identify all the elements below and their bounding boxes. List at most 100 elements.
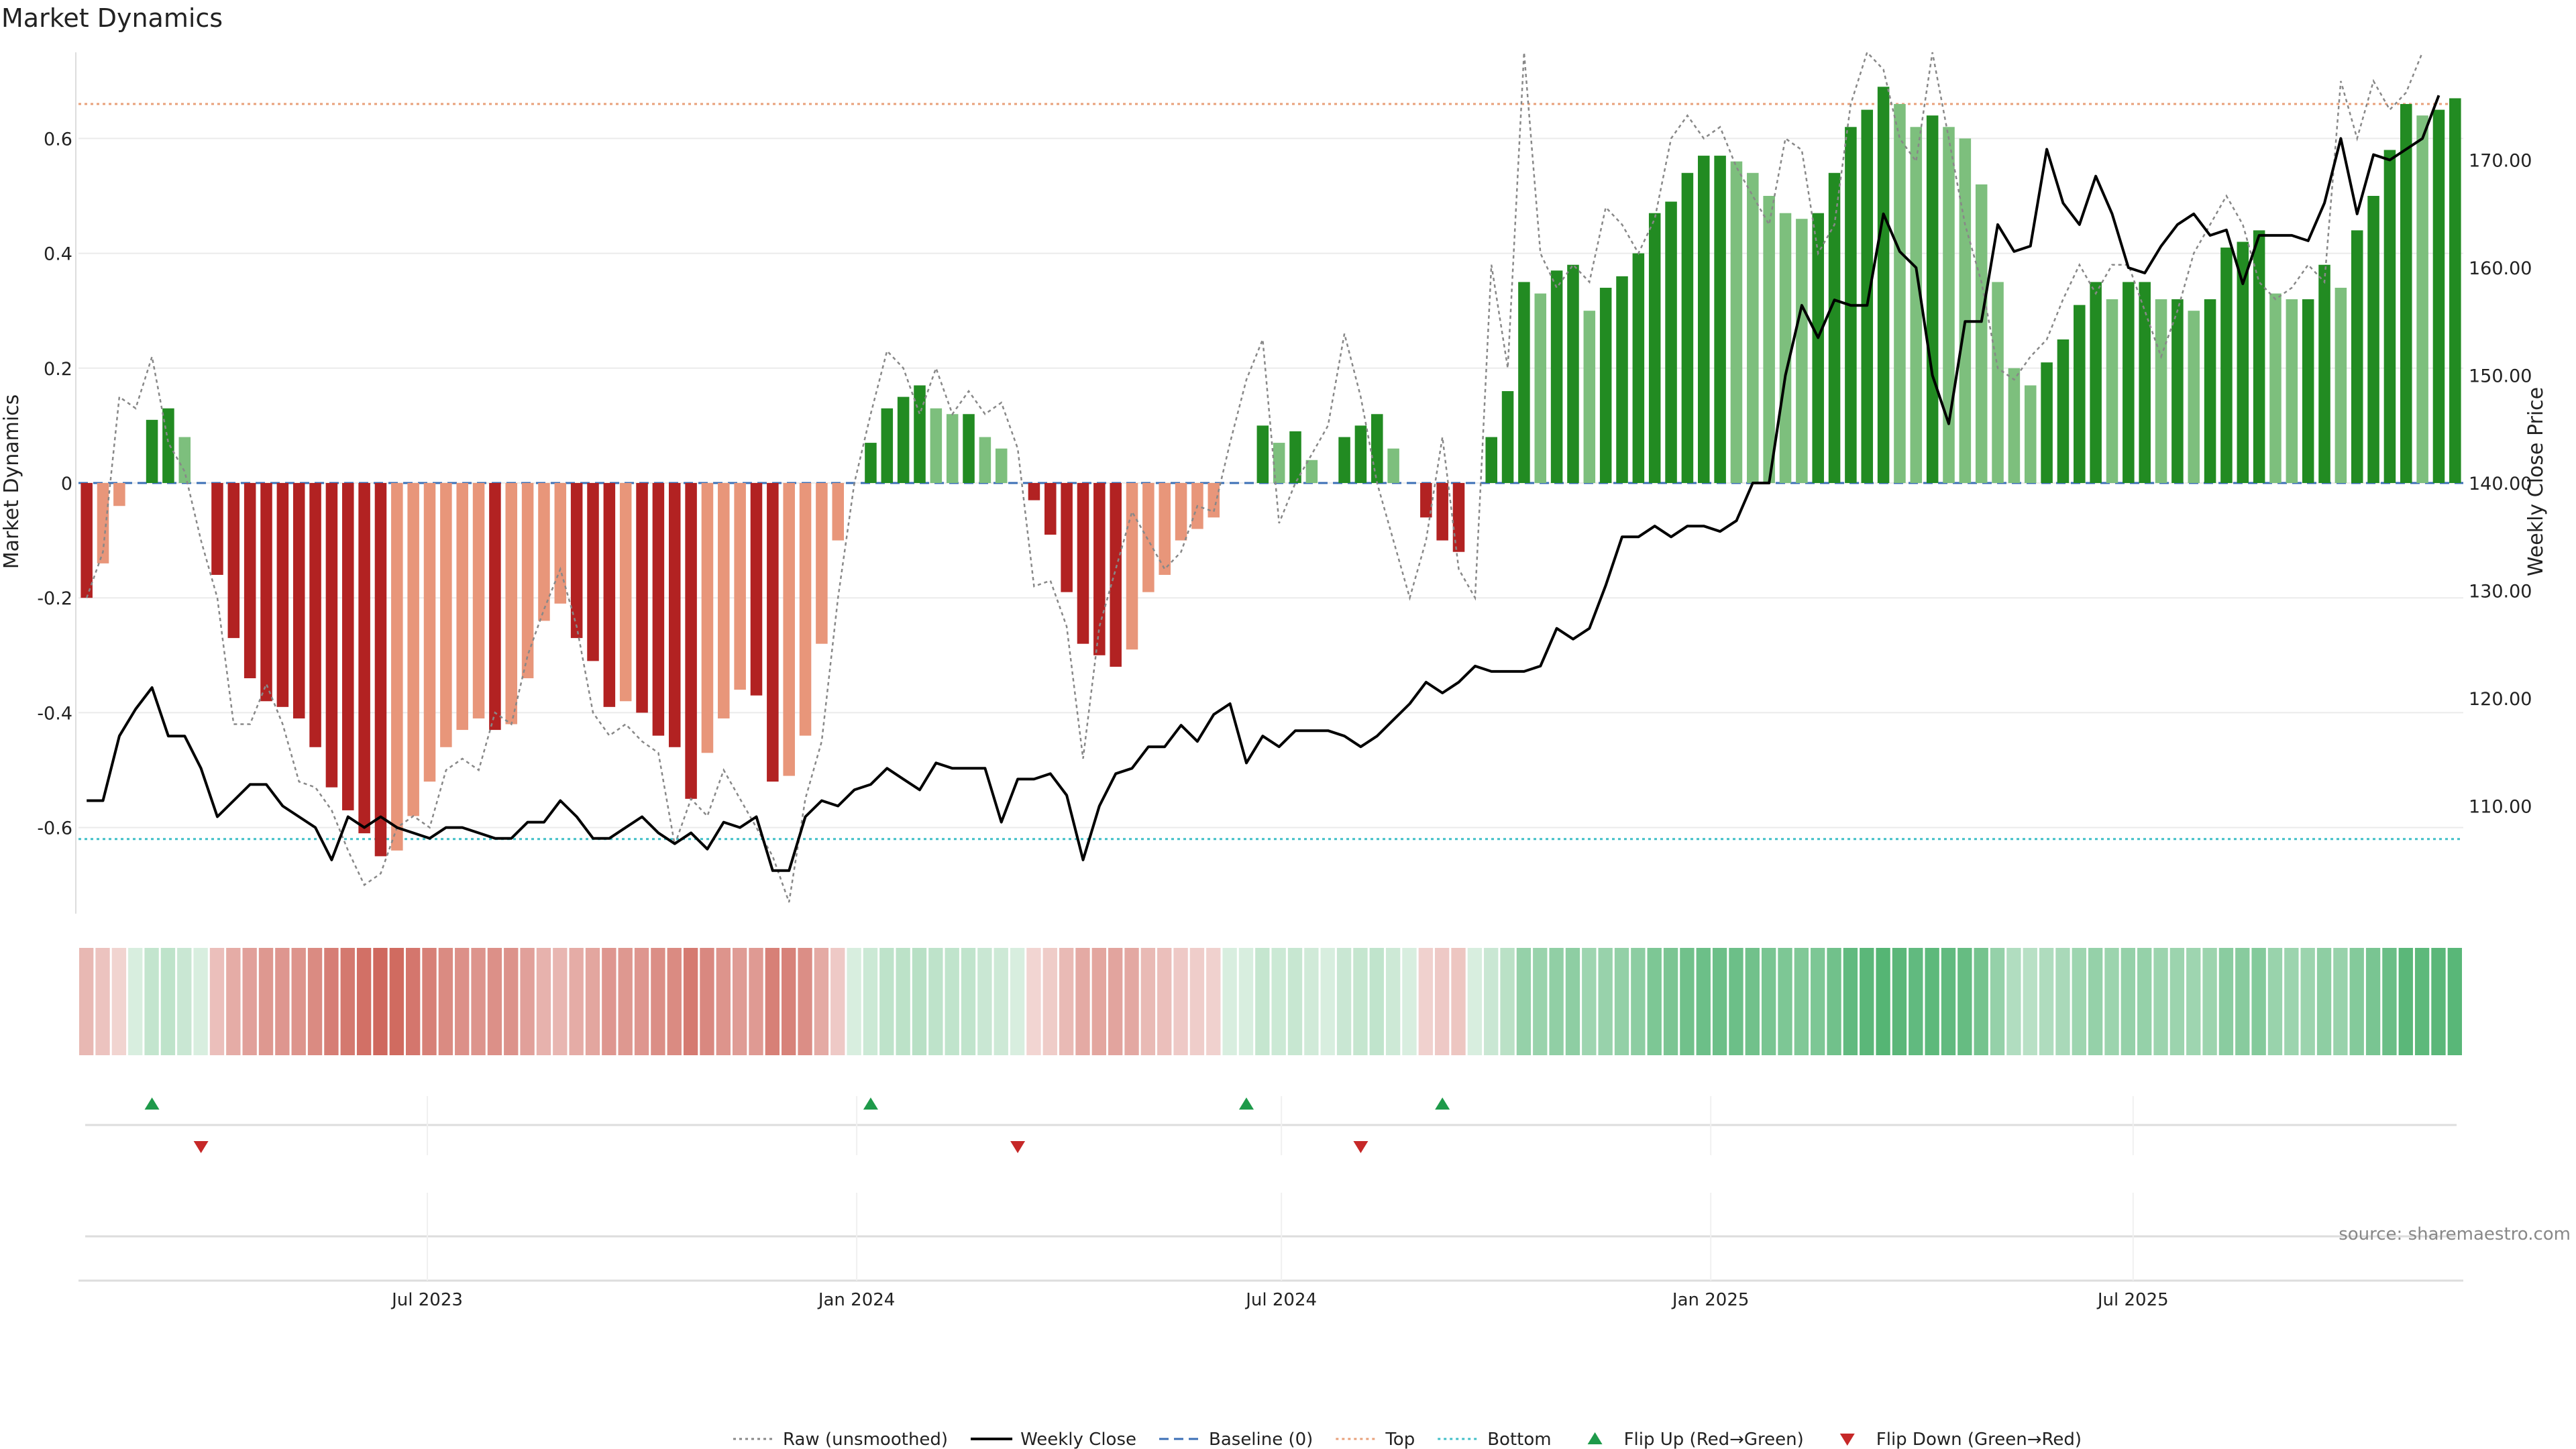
heat-strip-cell (1925, 948, 1939, 1055)
market-dynamics-bar (832, 483, 845, 541)
market-dynamics-bar (963, 414, 975, 483)
heat-strip-cell (945, 948, 959, 1055)
heat-strip-cell (1876, 948, 1890, 1055)
heat-strip-cell (1778, 948, 1792, 1055)
heat-strip-cell (405, 948, 421, 1055)
heat-strip-cell (1598, 948, 1613, 1055)
right-axis-label: Weekly Close Price (2524, 387, 2548, 576)
market-dynamics-bar (146, 419, 158, 483)
market-dynamics-bar (2269, 293, 2282, 483)
left-tick-label: -0.2 (37, 588, 72, 609)
heat-strip-cell (2251, 948, 2266, 1055)
heat-strip-cell (1042, 948, 1057, 1055)
market-dynamics-bar (1747, 172, 1759, 483)
heat-strip-cell (1091, 948, 1107, 1055)
right-tick-label: 130.00 (2469, 582, 2532, 602)
market-dynamics-bars (80, 87, 2461, 857)
heat-strip-cell (1811, 948, 1825, 1055)
heat-strip-cell (1827, 948, 1841, 1055)
market-dynamics-bar (668, 483, 681, 747)
market-dynamics-bar (2057, 339, 2070, 483)
legend-item: Top (1336, 1430, 1415, 1449)
heat-strip-cell (1631, 948, 1646, 1055)
heat-strip-cell (912, 948, 927, 1055)
market-dynamics-bar (1208, 483, 1220, 518)
x-tick-label: Jan 2024 (817, 1290, 896, 1310)
left-tick-label: 0.2 (44, 359, 72, 380)
flip-down-marker (1010, 1141, 1026, 1153)
market-dynamics-bar (619, 483, 632, 702)
heat-strip-cell (242, 948, 257, 1055)
heat-strip-cell (1385, 948, 1401, 1055)
market-dynamics-bar (914, 385, 926, 483)
heat-strip-cell (798, 948, 812, 1055)
heat-strip-cell (2365, 948, 2381, 1055)
heat-strip-cell (1974, 948, 1988, 1055)
axes: -0.6 -0.4 -0.2 0 0.2 0.4 0.6 110.00 120.00 130.00… (37, 52, 2532, 914)
market-dynamics-bar (374, 483, 387, 857)
heat-strip-cell (1287, 948, 1303, 1055)
market-dynamics-bar (783, 483, 795, 776)
heat-strip-cell (1892, 948, 1907, 1055)
heat-strip-cell (275, 948, 290, 1055)
heat-strip-cell (716, 948, 731, 1055)
market-dynamics-bar (1877, 87, 1890, 484)
x-tick-label: Jan 2025 (1671, 1290, 1750, 1310)
market-dynamics-bar (2024, 385, 2037, 483)
market-dynamics-bar (1779, 213, 1792, 483)
market-dynamics-bar (718, 483, 730, 718)
legend-item: Flip Up (Red→Green) (1587, 1430, 1804, 1449)
market-dynamics-bar (2400, 104, 2412, 484)
market-dynamics-bar (1142, 483, 1155, 592)
heat-strip-cell (2088, 948, 2103, 1055)
market-dynamics-bar (930, 408, 943, 483)
market-dynamics-bar (1387, 448, 1399, 483)
market-dynamics-bar (2090, 282, 2102, 483)
heat-strip-cell (2202, 948, 2217, 1055)
market-dynamics-bar (799, 483, 812, 736)
right-tick-label: 160.00 (2469, 258, 2532, 279)
market-dynamics-bar (1943, 127, 1955, 483)
heat-strip-cell (1696, 948, 1711, 1055)
heat-strip-cell (2023, 948, 2037, 1055)
heat-strip-cell (258, 948, 274, 1055)
source-text: source: sharemaestro.com (2339, 1224, 2571, 1244)
market-dynamics-bar (2237, 241, 2249, 483)
market-dynamics-bar (1044, 483, 1057, 535)
legend-label: Flip Down (Green→Red) (1876, 1430, 2082, 1449)
flip-markers (85, 1097, 2457, 1238)
flip-up-marker (1435, 1097, 1450, 1110)
heat-strip-cell (1336, 948, 1352, 1055)
left-axis-label: Market Dynamics (0, 394, 23, 570)
heat-strip-cell (111, 948, 127, 1055)
heat-strip-cell (651, 948, 665, 1055)
market-dynamics-bar (2188, 311, 2200, 483)
legend-label: Flip Up (Red→Green) (1624, 1430, 1804, 1449)
heat-strip-cell (1941, 948, 1956, 1055)
right-tick-label: 140.00 (2469, 474, 2532, 494)
heat-strip-cell (2072, 948, 2086, 1055)
market-dynamics-bar (391, 483, 403, 851)
market-dynamics-bar (1452, 483, 1465, 552)
heat-strip-cell (683, 948, 698, 1055)
market-dynamics-bar (1648, 213, 1661, 483)
heat-strip-cell (2284, 948, 2299, 1055)
market-dynamics-bar (2367, 196, 2379, 483)
heat-strip-cell (977, 948, 992, 1055)
market-dynamics-bar (1763, 196, 1775, 483)
market-dynamics-bar (80, 483, 93, 598)
heat-strip-cell (79, 948, 94, 1055)
market-dynamics-bar (1159, 483, 1171, 575)
market-dynamics-bar (1110, 483, 1122, 667)
heat-strip-cell (324, 948, 339, 1055)
heat-strip-cell (160, 948, 176, 1055)
flip-down-marker (193, 1141, 209, 1153)
market-dynamics-bar (538, 483, 550, 621)
market-dynamics-bar (1910, 127, 1923, 483)
market-dynamics-bar (734, 483, 746, 690)
x-tick-label: Jul 2023 (390, 1290, 463, 1310)
market-dynamics-bar (1975, 184, 1988, 483)
heat-strip-cell (1140, 948, 1156, 1055)
heat-strip-cell (1614, 948, 1629, 1055)
market-dynamics-bar (1616, 276, 1628, 483)
